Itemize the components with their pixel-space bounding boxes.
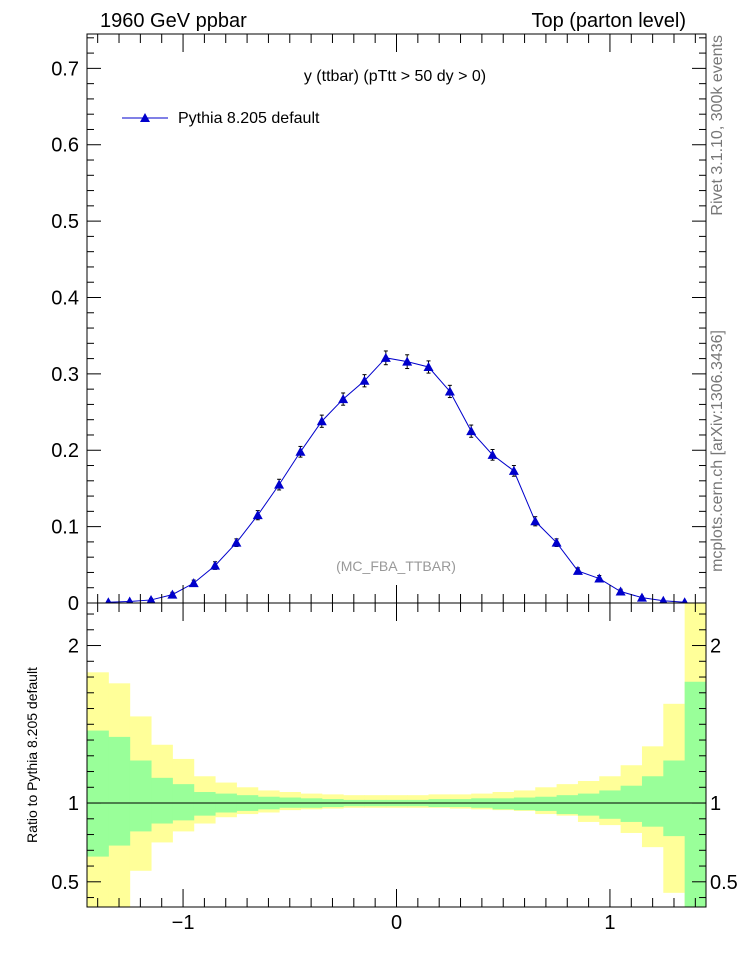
- main-y-tick-label: 0.3: [51, 364, 79, 386]
- data-point: [594, 573, 605, 583]
- data-point: [636, 592, 647, 602]
- ratio-panel-background: [87, 603, 706, 907]
- ratio-x-tick-label: 0: [391, 912, 402, 934]
- data-point: [146, 594, 157, 604]
- uncertainty-band-green: [577, 793, 600, 816]
- ratio-y-tick-label-right: 2: [710, 636, 721, 658]
- uncertainty-band-green: [129, 760, 152, 832]
- data-point: [508, 465, 519, 475]
- main-panel-frame: 0 0.1 0.2 0.3 0.4 0.5 0.6 0.7: [51, 33, 707, 615]
- data-point: [466, 426, 477, 436]
- side-label-mcplots: mcplots.cern.ch [arXiv:1306.3436]: [709, 330, 726, 572]
- main-y-tick-label: 0.4: [51, 287, 79, 309]
- data-point: [402, 356, 413, 366]
- data-point: [380, 352, 391, 362]
- uncertainty-band-green: [641, 776, 664, 827]
- uncertainty-band-green: [663, 760, 686, 837]
- data-point: [530, 516, 541, 526]
- ratio-y-tick-label: 1: [68, 793, 79, 815]
- legend-label: Pythia 8.205 default: [178, 110, 320, 127]
- ratio-panel-frame: 0.5 0.5 1 1 2 2 −1 0 1: [51, 602, 738, 934]
- data-point: [167, 589, 178, 599]
- data-point: [274, 479, 285, 489]
- ratio-y-axis-label: Ratio to Pythia 8.205 default: [24, 667, 40, 843]
- ratio-y-tick-label-right: 0.5: [710, 872, 738, 894]
- legend: Pythia 8.205 default: [122, 110, 320, 127]
- main-y-tick-label: 0.5: [51, 211, 79, 233]
- data-point: [316, 416, 327, 426]
- main-panel-content: [103, 350, 690, 607]
- data-point: [423, 361, 434, 371]
- header-left-title: 1960 GeV ppbar: [100, 10, 247, 32]
- ratio-y-tick-label: 0.5: [51, 872, 79, 894]
- data-point: [487, 449, 498, 459]
- data-point: [338, 394, 349, 404]
- data-point: [658, 595, 669, 605]
- data-point: [210, 560, 221, 570]
- uncertainty-band-green: [193, 792, 216, 816]
- legend-marker: [140, 113, 150, 122]
- main-y-tick-label: 0: [68, 593, 79, 615]
- main-y-tick-label: 0.1: [51, 517, 79, 539]
- ratio-panel-content: [87, 603, 707, 907]
- uncertainty-band-green: [535, 796, 558, 811]
- ratio-plot-area: [87, 603, 706, 907]
- data-point: [359, 375, 370, 385]
- main-plot-title: y (ttbar) (pTtt > 50 dy > 0): [304, 68, 486, 85]
- main-y-tick-label: 0.2: [51, 440, 79, 462]
- uncertainty-band-green: [492, 798, 515, 810]
- data-point: [572, 565, 583, 575]
- data-point: [615, 586, 626, 596]
- uncertainty-band-green: [172, 784, 195, 821]
- main-y-tick-label: 0.7: [51, 58, 79, 80]
- uncertainty-band-green: [620, 785, 643, 822]
- data-point: [231, 537, 242, 547]
- data-point: [188, 578, 199, 588]
- analysis-tag: (MC_FBA_TTBAR): [336, 558, 456, 574]
- uncertainty-band-green: [513, 797, 536, 811]
- uncertainty-band-green: [151, 777, 173, 824]
- data-point: [444, 386, 455, 396]
- uncertainty-band-green: [684, 681, 707, 907]
- main-y-tick-label: 0.6: [51, 135, 79, 157]
- ratio-y-tick-label-right: 1: [710, 793, 721, 815]
- main-plot-area: [87, 34, 706, 603]
- ratio-x-tick-label: −1: [172, 912, 195, 934]
- side-label-rivet: Rivet 3.1.10, 300k events: [709, 35, 726, 216]
- ratio-y-tick-label: 2: [68, 636, 79, 658]
- series-line: [108, 357, 685, 603]
- uncertainty-band-green: [599, 790, 622, 819]
- data-point: [295, 446, 306, 456]
- ratio-frame-border: [86, 602, 707, 908]
- data-point: [252, 510, 263, 520]
- uncertainty-band-green: [87, 730, 109, 857]
- uncertainty-band-green: [108, 736, 131, 846]
- header-right-title: Top (parton level): [531, 10, 686, 32]
- main-panel-background: [87, 34, 706, 603]
- uncertainty-band-green: [556, 795, 579, 815]
- ratio-x-tick-label: 1: [604, 912, 615, 934]
- data-point: [551, 537, 562, 547]
